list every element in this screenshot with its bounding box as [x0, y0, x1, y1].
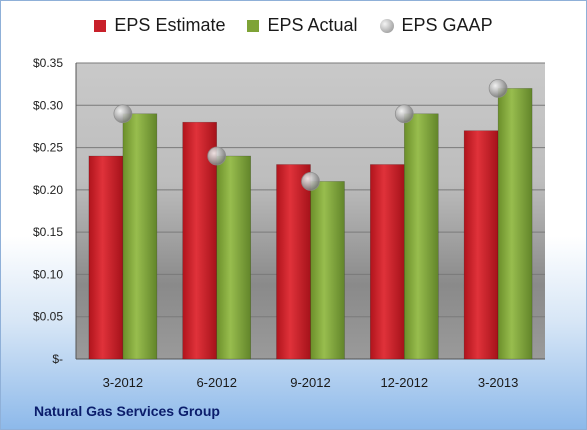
marker-eps-gaap	[488, 78, 508, 98]
bar-eps-estimate	[463, 130, 499, 360]
legend-item-eps-actual: EPS Actual	[247, 15, 358, 36]
legend-label-eps-actual: EPS Actual	[267, 15, 358, 35]
bar-eps-actual	[122, 113, 158, 360]
legend-swatch-eps-estimate	[94, 19, 107, 32]
company-name: Natural Gas Services Group	[34, 403, 220, 419]
legend-label-eps-gaap: EPS GAAP	[401, 15, 493, 35]
marker-eps-gaap	[301, 171, 320, 191]
y-tick-label: $0.25	[33, 141, 63, 155]
marker-eps-gaap	[113, 104, 133, 124]
bar-eps-actual	[216, 155, 251, 360]
y-tick-label: $0.20	[33, 183, 63, 197]
legend-swatch-eps-actual	[247, 19, 260, 32]
marker-eps-gaap	[207, 146, 227, 166]
x-tick-label: 9-2012	[290, 375, 330, 390]
bar-eps-actual	[403, 113, 439, 360]
bar-eps-actual	[497, 88, 533, 360]
legend-swatch-eps-gaap	[379, 18, 394, 33]
legend-item-eps-estimate: EPS Estimate	[94, 15, 225, 36]
y-tick-label: $0.15	[33, 225, 63, 239]
bar-eps-actual	[310, 181, 345, 360]
y-tick-label: $-	[52, 352, 63, 366]
y-tick-label: $0.30	[33, 98, 63, 112]
x-tick-label: 6-2012	[196, 375, 236, 390]
marker-eps-gaap	[394, 104, 414, 124]
x-tick-label: 3-2013	[478, 375, 518, 390]
y-tick-label: $0.10	[33, 267, 63, 281]
legend-label-eps-estimate: EPS Estimate	[114, 15, 226, 35]
y-tick-label: $0.35	[33, 56, 63, 70]
y-tick-label: $0.05	[33, 310, 63, 324]
legend: EPS Estimate EPS Actual EPS GAAP	[1, 15, 586, 36]
x-tick-label: 3-2012	[103, 375, 143, 390]
legend-item-eps-gaap: EPS GAAP	[379, 15, 493, 36]
x-tick-label: 12-2012	[380, 375, 428, 390]
bar-eps-estimate	[88, 155, 124, 360]
bar-eps-estimate	[369, 164, 405, 360]
bar-eps-estimate	[276, 164, 311, 360]
